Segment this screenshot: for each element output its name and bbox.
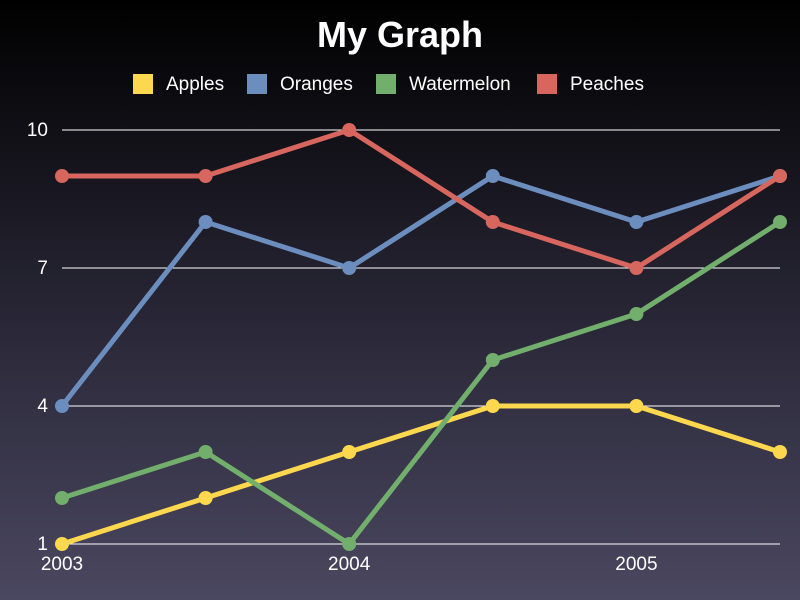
y-tick-label: 10 (27, 120, 48, 141)
data-point-oranges (485, 169, 500, 183)
series-oranges (55, 169, 787, 413)
data-point-watermelon (198, 445, 213, 459)
series-peaches (55, 123, 787, 275)
legend-swatch (247, 74, 267, 94)
series-line-peaches (59, 127, 783, 271)
data-point-apples (342, 445, 357, 459)
data-point-watermelon (485, 353, 500, 367)
data-point-peaches (342, 123, 357, 137)
data-point-oranges (198, 215, 213, 229)
data-point-apples (485, 399, 500, 413)
series-line-oranges (59, 173, 783, 409)
data-point-peaches (55, 169, 69, 183)
legend-swatch (376, 74, 396, 94)
legend-label: Peaches (570, 74, 644, 95)
series-watermelon (55, 215, 787, 551)
x-tick-label: 2003 (41, 554, 83, 575)
x-tick-label: 2005 (615, 554, 657, 575)
data-point-watermelon (773, 215, 787, 229)
series-line-apples (59, 403, 783, 547)
data-point-apples (55, 537, 69, 551)
data-point-peaches (629, 261, 644, 275)
y-tick-label: 7 (37, 258, 48, 279)
y-tick-label: 4 (37, 396, 48, 417)
data-point-apples (629, 399, 644, 413)
data-point-apples (198, 491, 213, 505)
legend-swatch (133, 74, 153, 94)
grid (62, 129, 780, 545)
legend-item-oranges: Oranges (247, 74, 353, 95)
data-point-watermelon (629, 307, 644, 321)
legend-swatch (537, 74, 557, 94)
legend-label: Oranges (280, 74, 353, 95)
series-apples (55, 399, 787, 551)
data-point-oranges (629, 215, 644, 229)
chart-title: My Graph (317, 14, 483, 55)
y-tick-label: 1 (37, 534, 48, 555)
legend-item-watermelon: Watermelon (376, 74, 511, 95)
data-point-watermelon (55, 491, 69, 505)
x-tick-label: 2004 (328, 554, 371, 575)
legend-item-apples: Apples (133, 74, 224, 95)
data-point-oranges (342, 261, 357, 275)
legend-item-peaches: Peaches (537, 74, 644, 95)
x-axis: 2003 2004 2005 (41, 554, 658, 575)
legend: Apples Oranges Watermelon Peaches (133, 74, 644, 95)
data-point-apples (773, 445, 787, 459)
legend-label: Apples (166, 74, 224, 95)
series-group (55, 123, 787, 551)
data-point-watermelon (342, 537, 357, 551)
series-line-watermelon (59, 219, 783, 547)
legend-label: Watermelon (409, 74, 511, 95)
data-point-peaches (485, 215, 500, 229)
y-axis: 1 4 7 10 (27, 120, 49, 555)
data-point-peaches (198, 169, 213, 183)
data-point-oranges (55, 399, 69, 413)
data-point-peaches (773, 169, 787, 183)
